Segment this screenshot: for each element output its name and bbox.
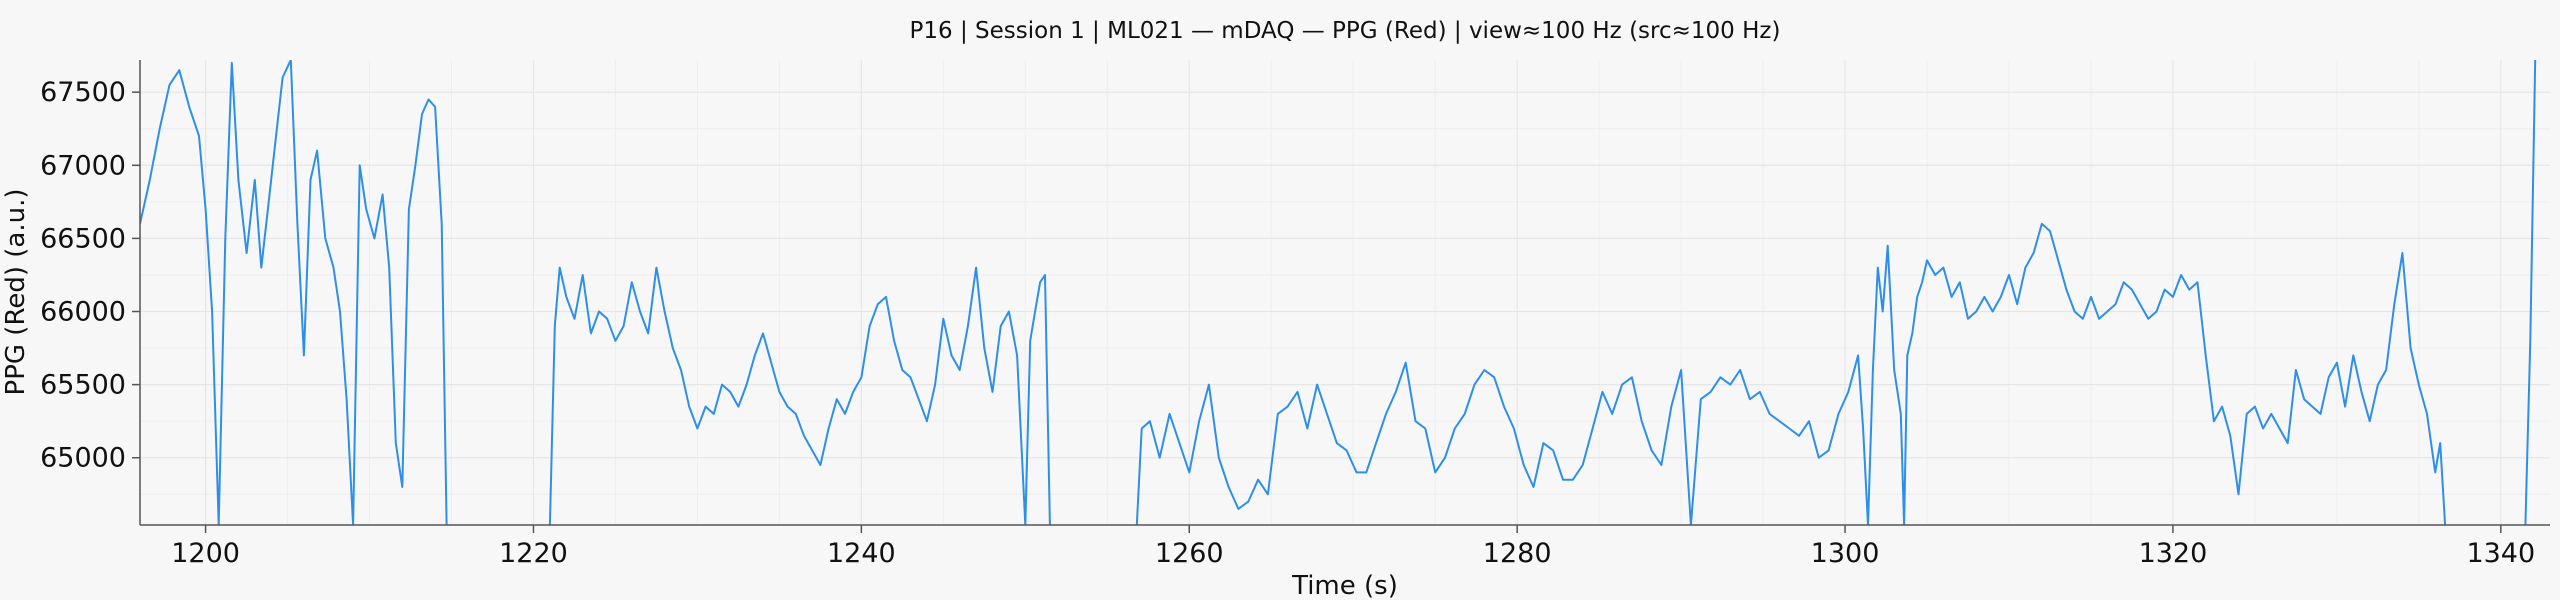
x-axis-label: Time (s) <box>1291 571 1398 600</box>
series-line-segment <box>140 60 448 525</box>
x-tick-label: 1240 <box>827 538 896 569</box>
x-tick-label: 1220 <box>499 538 568 569</box>
x-tick-label: 1280 <box>1483 538 1552 569</box>
x-tick-label: 1300 <box>1811 538 1880 569</box>
y-tick-label: 66500 <box>40 223 126 254</box>
y-ticks: 65000 65500 66000 66500 67000 67500 <box>40 77 140 474</box>
x-tick-label: 1200 <box>171 538 240 569</box>
y-tick-label: 65500 <box>40 370 126 401</box>
series-line-segment <box>1135 222 2447 525</box>
x-tick-label: 1340 <box>2466 538 2535 569</box>
chart-title: P16 | Session 1 | ML021 — mDAQ — PPG (Re… <box>910 18 1781 44</box>
y-tick-label: 66000 <box>40 297 126 328</box>
y-tick-label: 67000 <box>40 150 126 181</box>
plot-lines <box>140 60 2537 525</box>
series-line-segment <box>2524 60 2537 525</box>
series-line-segment <box>548 266 1051 525</box>
plot-area <box>140 60 2550 525</box>
x-tick-label: 1260 <box>1155 538 1224 569</box>
y-axis-label: PPG (Red) (a.u.) <box>1 189 31 396</box>
x-ticks: 1200 1220 1240 1260 1280 1300 1320 1340 <box>171 525 2535 569</box>
y-tick-label: 65000 <box>40 443 126 474</box>
y-tick-label: 67500 <box>40 77 126 108</box>
grid <box>140 60 2550 525</box>
x-tick-label: 1320 <box>2139 538 2208 569</box>
